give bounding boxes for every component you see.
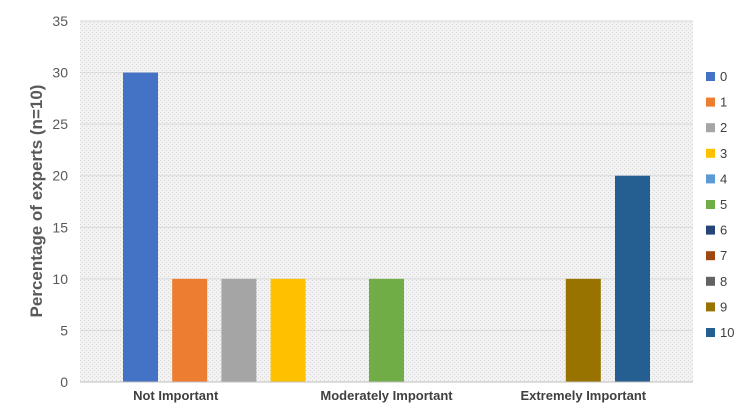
legend-label: 10: [720, 325, 734, 340]
bar-2: [221, 278, 257, 382]
legend-label: 6: [720, 223, 727, 238]
legend-swatch: [706, 174, 715, 184]
legend-swatch: [706, 225, 715, 235]
x-axis-ticks: Not Important Moderately Important Extreme…: [133, 388, 647, 403]
legend-label: 9: [720, 299, 727, 314]
bar-5: [369, 278, 404, 382]
legend-swatch: [706, 72, 715, 81]
y-tick-label: 35: [52, 13, 68, 29]
legend-swatch: [706, 200, 715, 209]
bar-3: [270, 278, 306, 382]
legend-label: 8: [720, 274, 727, 289]
y-tick-label: 0: [60, 374, 68, 390]
y-tick-label: 25: [52, 116, 68, 132]
x-tick-label: Extremely Important: [520, 388, 646, 403]
legend-swatch: [706, 123, 715, 133]
y-tick-label: 5: [60, 322, 68, 338]
bar-10: [615, 175, 650, 382]
y-axis-ticks: 0 5 10 15 20 25 30 35: [52, 13, 68, 390]
y-axis-label: Percentage of experts (n=10): [27, 85, 46, 318]
legend-swatch: [706, 276, 715, 286]
legend-label: 4: [720, 171, 727, 186]
y-tick-label: 10: [52, 271, 68, 287]
x-tick-label: Moderately Important: [320, 388, 453, 403]
y-tick-label: 30: [52, 65, 68, 81]
bars: [123, 72, 650, 383]
y-tick-label: 15: [52, 219, 68, 235]
legend-swatch: [706, 97, 715, 107]
legend-swatch: [706, 302, 715, 312]
legend-label: 2: [720, 120, 727, 135]
legend: 0 1 2 3 4 5 6 7 8 9 10: [706, 69, 734, 340]
legend-label: 0: [720, 69, 727, 84]
legend-swatch: [706, 148, 715, 158]
legend-label: 7: [720, 248, 727, 263]
x-tick-label: Not Important: [133, 388, 219, 403]
legend-swatch: [706, 251, 715, 261]
legend-label: 3: [720, 146, 727, 161]
bar-9: [565, 278, 601, 382]
bar-0: [123, 72, 158, 383]
bar-1: [172, 278, 208, 382]
legend-label: 1: [720, 95, 727, 110]
y-tick-label: 20: [52, 168, 68, 184]
legend-label: 5: [720, 197, 727, 212]
legend-swatch: [706, 328, 715, 337]
